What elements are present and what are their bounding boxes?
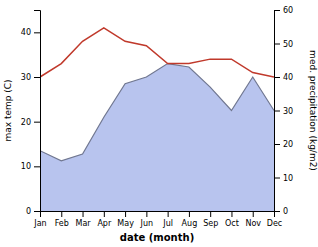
tick-label: 30 bbox=[21, 73, 31, 82]
tick-mark bbox=[274, 77, 280, 78]
tick-mark bbox=[231, 211, 232, 217]
tick: Jan bbox=[33, 211, 46, 228]
tick: Oct bbox=[225, 211, 239, 228]
tick-mark bbox=[274, 211, 280, 212]
tick-mark bbox=[83, 211, 84, 217]
tick-mark bbox=[189, 211, 190, 217]
axis-line bbox=[34, 11, 41, 212]
tick-label: May bbox=[117, 219, 134, 228]
x-axis-title: date (month) bbox=[120, 232, 194, 243]
tick: Mar bbox=[75, 211, 91, 228]
tick-mark bbox=[274, 111, 280, 112]
x-axis: Jan Feb Mar Apr May Jun Jul Aug Sep Oct Nov Dec bbox=[33, 211, 282, 228]
tick: 30 bbox=[21, 73, 40, 82]
tick-label: 0 bbox=[283, 207, 288, 216]
tick-mark bbox=[146, 211, 147, 217]
tick-label: 60 bbox=[283, 6, 293, 15]
tick-mark bbox=[104, 211, 105, 217]
tick-label: 10 bbox=[21, 162, 31, 171]
tick: Jun bbox=[140, 211, 154, 228]
tick-mark bbox=[168, 211, 169, 217]
tick-mark bbox=[34, 32, 40, 33]
tick: 30 bbox=[274, 107, 293, 116]
y-axis-title: max temp (C) bbox=[3, 79, 13, 141]
tick-label: Aug bbox=[182, 219, 198, 228]
tick-label: 40 bbox=[21, 28, 31, 37]
marks bbox=[40, 28, 274, 211]
tick: Jul bbox=[162, 211, 173, 228]
tick-mark bbox=[210, 211, 211, 217]
tick-label: Sep bbox=[203, 219, 218, 228]
tick: 0 bbox=[26, 207, 40, 216]
tick: 10 bbox=[21, 162, 40, 171]
tick-mark bbox=[274, 144, 280, 145]
tick-label: 0 bbox=[26, 207, 31, 216]
tick-label: Oct bbox=[225, 219, 239, 228]
tick-label: 40 bbox=[283, 73, 293, 82]
tick-label: Jun bbox=[140, 219, 154, 228]
tick: 40 bbox=[21, 28, 40, 37]
tick-label: Jul bbox=[162, 219, 173, 228]
tick: Feb bbox=[55, 211, 69, 228]
tick-label: Nov bbox=[245, 219, 261, 228]
tick-mark bbox=[34, 211, 40, 212]
tick-label: 20 bbox=[283, 140, 293, 149]
tick-label: Feb bbox=[55, 219, 69, 228]
tick-label: Mar bbox=[75, 219, 91, 228]
tick: May bbox=[117, 211, 134, 228]
tick-label: 50 bbox=[283, 40, 293, 49]
tick-mark bbox=[125, 211, 126, 217]
line bbox=[40, 28, 274, 77]
tick: Dec bbox=[267, 211, 282, 228]
tick: Apr bbox=[97, 211, 112, 228]
y2-axis: 0 10 20 30 40 50 60 bbox=[274, 6, 293, 216]
tick: 20 bbox=[274, 140, 293, 149]
area-outline bbox=[40, 64, 274, 161]
tick-label: 30 bbox=[283, 107, 293, 116]
tick: 40 bbox=[274, 73, 293, 82]
tick-mark bbox=[34, 166, 40, 167]
tick: 60 bbox=[274, 6, 293, 15]
tick-label: 10 bbox=[283, 174, 293, 183]
tick-mark bbox=[34, 122, 40, 123]
tick-label: Jan bbox=[33, 219, 46, 228]
tick: 0 bbox=[274, 207, 288, 216]
tick-mark bbox=[274, 178, 280, 179]
tick-label: Apr bbox=[97, 219, 112, 228]
tick: Sep bbox=[203, 211, 218, 228]
tick-label: Dec bbox=[267, 219, 282, 228]
tick: Aug bbox=[182, 211, 198, 228]
tick-mark bbox=[274, 10, 280, 11]
tick: 10 bbox=[274, 174, 293, 183]
chart: JanFebMarAprMayJunJulAugSepOctNovDec0102… bbox=[0, 0, 318, 247]
tick: 20 bbox=[21, 118, 40, 127]
area bbox=[40, 64, 274, 211]
tick-mark bbox=[61, 211, 62, 217]
tick: 50 bbox=[274, 40, 293, 49]
axis-line bbox=[275, 11, 281, 212]
y2-axis-title: med. precipitation (kg/m2) bbox=[308, 50, 318, 171]
y-axis: 0 10 20 30 40 bbox=[21, 11, 41, 217]
tick-mark bbox=[34, 77, 40, 78]
tick-mark bbox=[274, 44, 280, 45]
axis-line bbox=[41, 212, 275, 218]
tick-label: 20 bbox=[21, 118, 31, 127]
tick-mark bbox=[253, 211, 254, 217]
plot-area: JanFebMarAprMayJunJulAugSepOctNovDec0102… bbox=[21, 6, 293, 228]
tick: Nov bbox=[245, 211, 261, 228]
